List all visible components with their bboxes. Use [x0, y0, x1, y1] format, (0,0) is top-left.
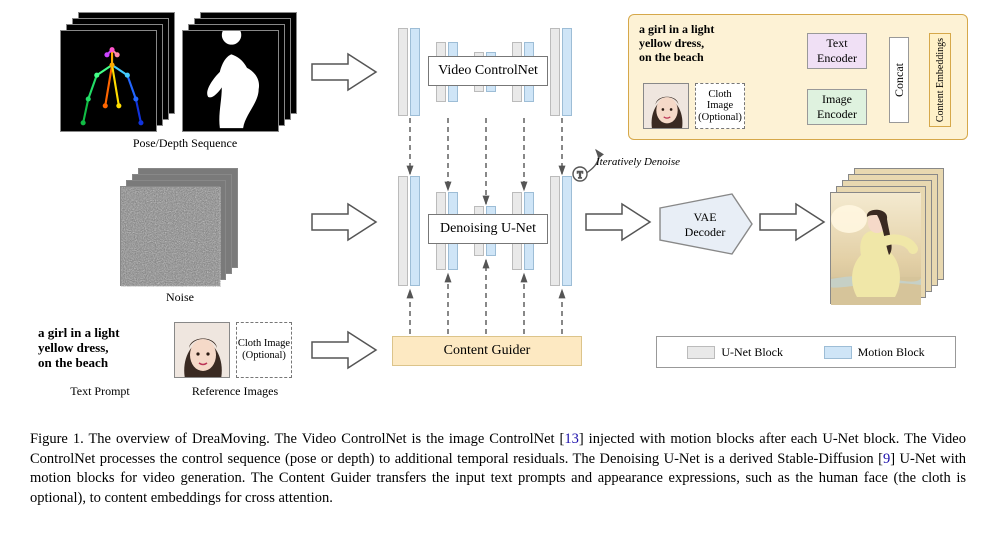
figure-stage: Pose/Depth Sequence Noise a girl in a li… — [0, 0, 996, 420]
output-image — [831, 193, 921, 305]
prompt-line: yellow dress, — [639, 37, 769, 51]
output-stack — [830, 168, 960, 298]
video-controlnet-box: Video ControlNet — [428, 56, 548, 86]
detail-prompt-text: a girl in a light yellow dress, on the b… — [639, 23, 769, 64]
content-embeddings-box: Content Embeddings — [929, 33, 951, 127]
detail-cloth-text: Cloth Image (Optional) — [696, 89, 744, 124]
prompt-line: a girl in a light — [639, 23, 769, 37]
video-controlnet-label: Video ControlNet — [438, 63, 538, 79]
content-guider-detail: a girl in a light yellow dress, on the b… — [628, 14, 968, 140]
prompt-line: on the beach — [639, 51, 769, 65]
denoising-unet-box: Denoising U-Net — [428, 214, 548, 244]
iter-denoise-label: Iteratively Denoise — [596, 156, 680, 168]
text-encoder-box: Text Encoder — [807, 33, 867, 69]
detail-cloth-box: Cloth Image (Optional) — [695, 83, 745, 129]
figure-caption: Figure 1. The overview of DreaMoving. Th… — [30, 430, 966, 508]
content-guider-box: Content Guider — [392, 336, 582, 366]
vae-decoder-label: VAE Decoder — [672, 210, 738, 240]
image-encoder-box: Image Encoder — [807, 89, 867, 125]
denoising-unet-label: Denoising U-Net — [440, 221, 536, 237]
concat-box: Concat — [889, 37, 909, 123]
svg-text:T: T — [577, 170, 583, 180]
detail-face — [643, 83, 689, 129]
legend-unet: U-Net Block — [687, 345, 783, 360]
legend-motion: Motion Block — [824, 345, 925, 360]
legend: U-Net Block Motion Block — [656, 336, 956, 368]
content-guider-label: Content Guider — [444, 343, 531, 359]
